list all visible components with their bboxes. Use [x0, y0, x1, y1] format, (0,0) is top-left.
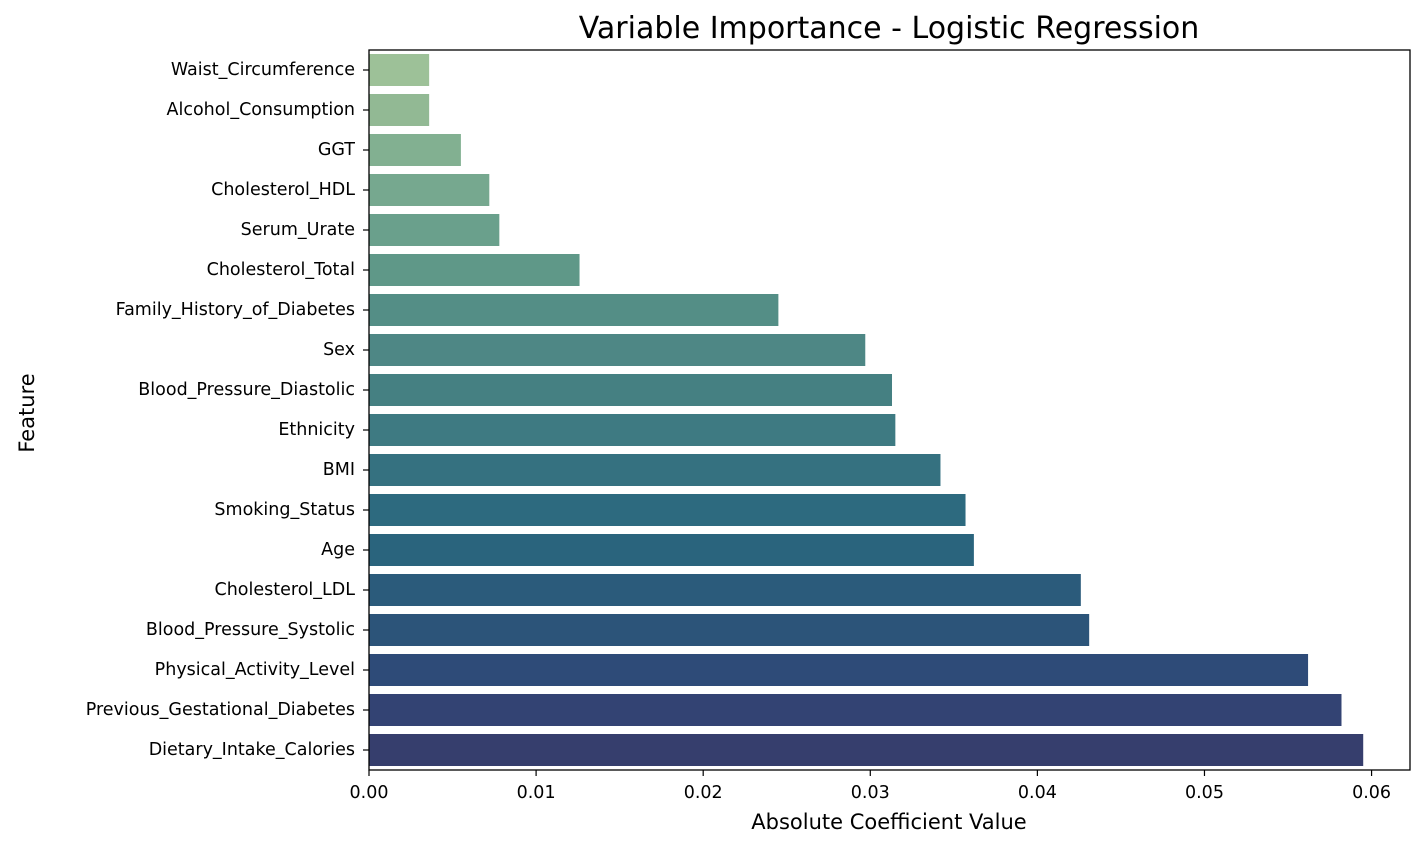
y-tick-label: GGT: [318, 140, 355, 160]
y-tick-label: Serum_Urate: [241, 220, 355, 240]
x-tick-label: 0.02: [684, 783, 723, 803]
y-tick-label: Dietary_Intake_Calories: [149, 740, 355, 760]
y-tick-label: Ethnicity: [278, 420, 355, 440]
y-axis-label: Feature: [15, 373, 39, 452]
y-tick-label: Age: [321, 540, 355, 560]
bar-cholesterol-hdl: [369, 174, 490, 206]
bar-blood-pressure-systolic: [369, 614, 1090, 646]
bar-age: [369, 534, 974, 566]
bar-previous-gestational-diabetes: [369, 694, 1342, 726]
y-tick-label: Blood_Pressure_Systolic: [146, 620, 355, 640]
x-tick-label: 0.03: [851, 783, 890, 803]
bar-dietary-intake-calories: [369, 734, 1364, 766]
bar-cholesterol-ldl: [369, 574, 1081, 606]
bar-family-history-of-diabetes: [369, 294, 779, 326]
bar-waist-circumference: [369, 54, 430, 86]
y-tick-label: Cholesterol_Total: [207, 260, 355, 280]
x-tick-label: 0.05: [1185, 783, 1224, 803]
y-tick-label: Family_History_of_Diabetes: [116, 300, 355, 320]
y-tick-label: Waist_Circumference: [171, 60, 355, 80]
bar-blood-pressure-diastolic: [369, 374, 893, 406]
plot-area: [369, 54, 1364, 766]
y-axis: Waist_Circumference Alcohol_Consumption GG…: [86, 60, 369, 760]
bar-smoking-status: [369, 494, 966, 526]
x-tick-label: 0.00: [350, 783, 389, 803]
x-tick-label: 0.01: [517, 783, 556, 803]
y-tick-label: Blood_Pressure_Diastolic: [138, 380, 355, 400]
x-tick-label: 0.04: [1018, 783, 1057, 803]
y-tick-label: Alcohol_Consumption: [167, 100, 355, 120]
bar-cholesterol-total: [369, 254, 580, 286]
bar-sex: [369, 334, 866, 366]
bar-ggt: [369, 134, 461, 166]
chart-title: Variable Importance - Logistic Regressio…: [579, 11, 1200, 46]
y-tick-label: Cholesterol_HDL: [211, 180, 355, 200]
x-tick-label: 0.06: [1352, 783, 1391, 803]
bar-ethnicity: [369, 414, 896, 446]
y-tick-label: Cholesterol_LDL: [215, 580, 356, 600]
bar-physical-activity-level: [369, 654, 1309, 686]
bar-bmi: [369, 454, 941, 486]
bar-alcohol-consumption: [369, 94, 430, 126]
y-tick-label: Sex: [323, 340, 355, 360]
x-axis-label: Absolute Coefficient Value: [751, 810, 1026, 834]
y-tick-label: Previous_Gestational_Diabetes: [86, 700, 355, 720]
y-tick-label: BMI: [323, 460, 355, 480]
y-tick-label: Physical_Activity_Level: [155, 660, 355, 680]
plot-frame: [368, 49, 1411, 771]
y-tick-label: Smoking_Status: [214, 500, 355, 520]
x-axis: 0.00 0.01 0.02 0.03 0.04 0.05 0.06: [350, 770, 1391, 803]
bar-serum-urate: [369, 214, 500, 246]
